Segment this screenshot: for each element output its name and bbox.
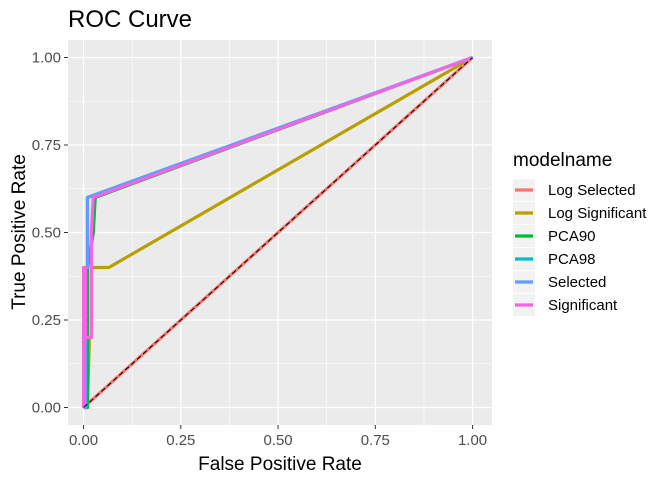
- x-axis-ticks: 0.00 0.25 0.50 0.75 1.00: [69, 425, 487, 449]
- reference-diagonal-line: [83, 57, 473, 408]
- legend-label-pca90: PCA90: [548, 228, 596, 245]
- legend-label-significant: Significant: [548, 297, 618, 314]
- legend-label-log-selected: Log Selected: [548, 182, 636, 199]
- y-axis-title: True Positive Rate: [9, 154, 30, 310]
- legend-title: modelname: [513, 150, 612, 171]
- y-tick-label: 0.00: [32, 400, 61, 417]
- legend-label-pca98: PCA98: [548, 251, 596, 268]
- y-tick-label: 1.00: [32, 50, 61, 67]
- x-tick-label: 0.50: [263, 432, 292, 449]
- x-axis-title: False Positive Rate: [198, 454, 362, 475]
- chart-title: ROC Curve: [68, 6, 192, 33]
- y-tick-label: 0.25: [32, 312, 61, 329]
- x-tick-label: 0.75: [361, 432, 390, 449]
- x-tick-label: 0.25: [166, 432, 195, 449]
- legend-label-log-significant: Log Significant: [548, 205, 647, 222]
- y-tick-label: 0.50: [32, 225, 61, 242]
- x-tick-label: 0.00: [69, 432, 98, 449]
- x-tick-label: 1.00: [458, 432, 487, 449]
- y-axis-ticks: 0.00 0.25 0.50 0.75 1.00: [32, 50, 68, 417]
- legend-label-selected: Selected: [548, 274, 606, 291]
- series-line-significant: [81, 55, 474, 408]
- y-tick-label: 0.75: [32, 137, 61, 154]
- legend: modelname Log Selected Log Significant PCA…: [513, 150, 647, 316]
